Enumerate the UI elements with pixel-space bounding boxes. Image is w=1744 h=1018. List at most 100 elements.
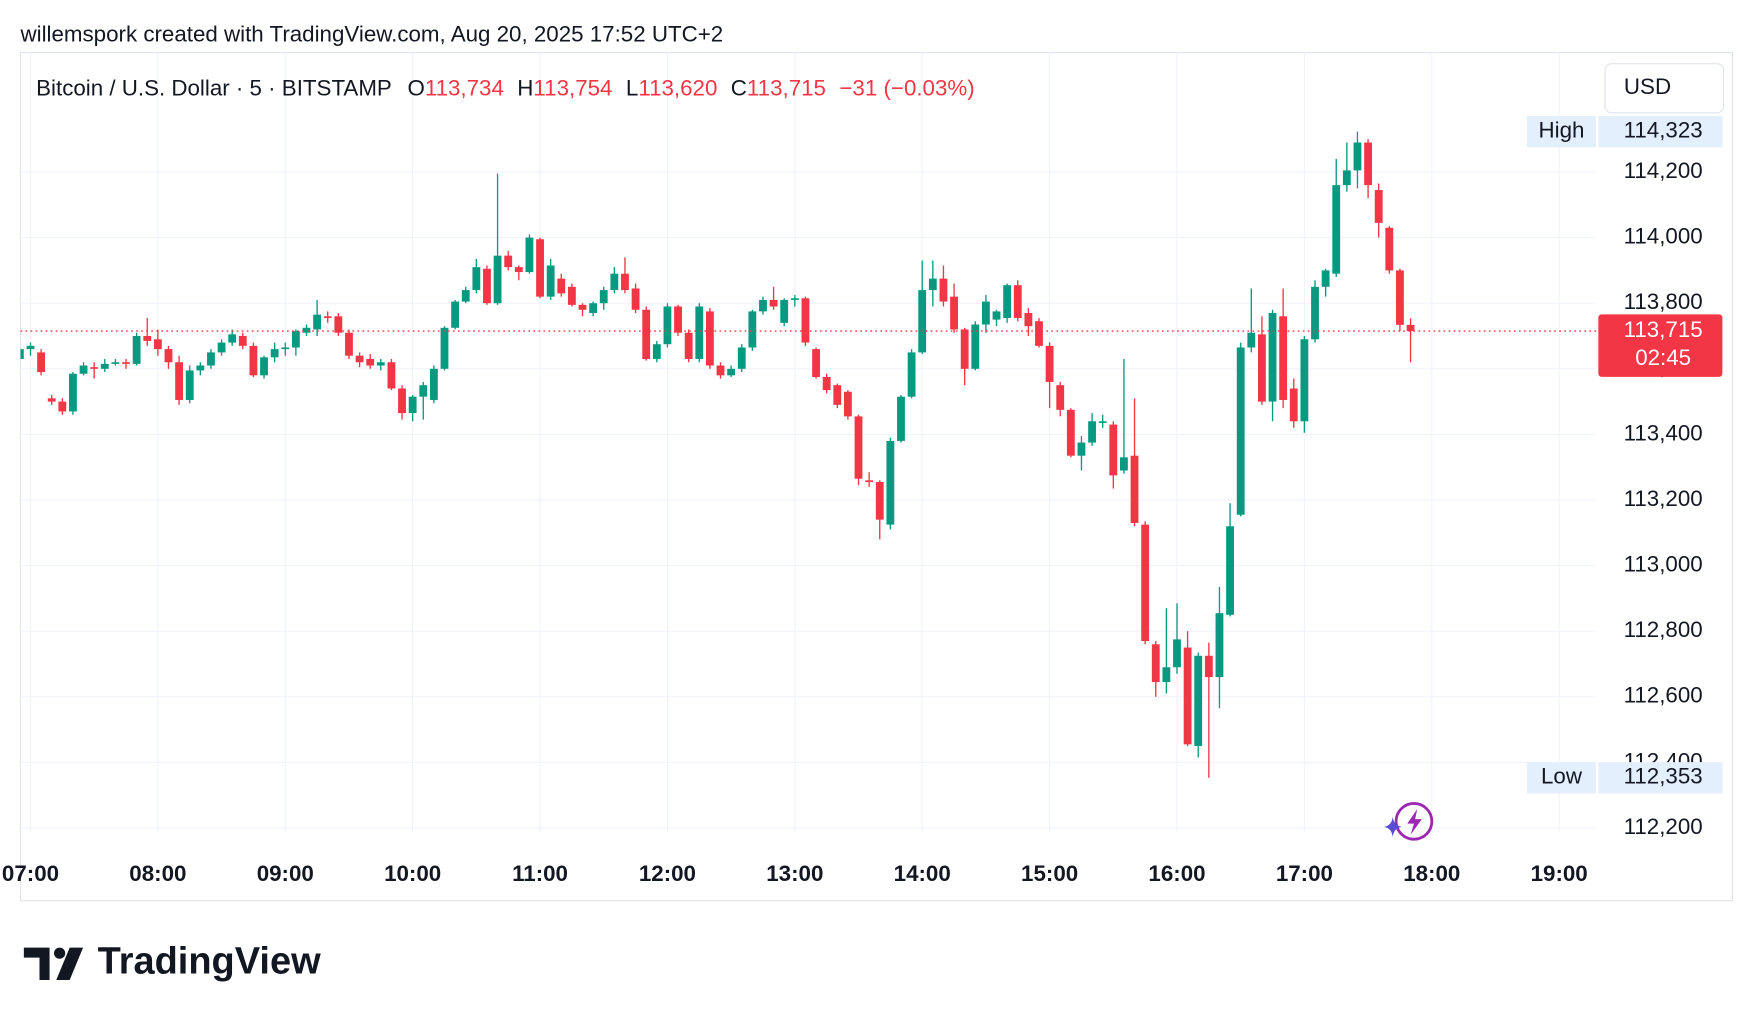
candle-body	[780, 299, 789, 323]
brand-logo	[23, 947, 84, 981]
x-tick-label: 13:00	[766, 861, 823, 886]
candle-body	[355, 355, 364, 363]
candle-body	[175, 362, 184, 400]
legend-value: 113,620	[638, 75, 717, 100]
x-tick-label: 18:00	[1403, 861, 1460, 886]
assistant-icon[interactable]	[1383, 802, 1434, 841]
candle-body	[1109, 424, 1118, 476]
candle-body	[164, 349, 173, 363]
candle-body	[812, 349, 820, 378]
currency-button[interactable]	[1604, 63, 1725, 114]
candle-body	[663, 306, 672, 345]
x-tick-label: 09:00	[257, 861, 314, 886]
candle-body	[652, 344, 661, 359]
y-tick-label: 113,000	[1624, 551, 1703, 576]
x-tick-label: 16:00	[1148, 861, 1205, 886]
candle-body	[249, 345, 258, 376]
candle-body	[960, 329, 969, 369]
candle-body	[1289, 388, 1298, 422]
candle-body	[1236, 347, 1245, 515]
candle-body	[705, 311, 714, 366]
legend-key: L	[626, 75, 638, 100]
candle-body	[281, 347, 290, 350]
candle-body	[833, 385, 842, 405]
candle-body	[323, 316, 332, 318]
candle-body	[992, 311, 1001, 320]
logo-slash	[56, 947, 84, 981]
candle-body	[1194, 655, 1203, 746]
candle-body	[567, 286, 576, 305]
candle-body	[822, 377, 831, 391]
candle-body	[1300, 339, 1309, 422]
candle-body	[1353, 142, 1362, 171]
candle-body	[727, 368, 736, 376]
x-tick-label: 17:00	[1276, 861, 1333, 886]
candle-body	[695, 306, 704, 359]
y-tick-label: 114,200	[1624, 158, 1703, 183]
candle-body	[1279, 316, 1288, 400]
candle-body	[419, 385, 428, 397]
candle-body	[1098, 421, 1107, 423]
candle-body	[875, 481, 884, 520]
candle-body	[26, 345, 35, 350]
candle-body	[790, 298, 799, 300]
overlay: 113,715 02:45 High 114,323 Low 112,353	[20, 116, 1723, 794]
legend-key: H	[517, 75, 533, 100]
logo-dot	[54, 947, 66, 959]
candle-body	[1045, 345, 1054, 382]
candle-body	[907, 352, 916, 397]
candle-body	[472, 267, 481, 291]
candle-body	[1204, 655, 1213, 678]
price-axis: 112,200112,400112,600112,800113,000113,2…	[1624, 158, 1703, 839]
icon-ring[interactable]	[1394, 802, 1434, 841]
x-tick-label: 15:00	[1021, 861, 1078, 886]
legend-value: 113,734	[425, 75, 504, 100]
candle-body	[1141, 524, 1150, 642]
x-tick-label: 10:00	[384, 861, 441, 886]
candle-body	[716, 365, 725, 376]
candle-body	[217, 342, 226, 353]
marker-label: High	[1539, 118, 1585, 143]
candle-body	[1183, 647, 1192, 745]
legend-value: 113,715	[747, 75, 826, 100]
brand-name: TradingView	[98, 940, 322, 982]
candle-body	[451, 301, 460, 328]
candle-body	[1088, 421, 1096, 443]
candle-body	[79, 365, 88, 374]
candle-body	[207, 352, 215, 366]
candle-body	[1311, 286, 1319, 340]
candle-body	[737, 347, 746, 369]
candle-body	[546, 265, 555, 297]
candle-body	[291, 331, 300, 348]
candle-body	[1321, 270, 1330, 287]
candle-body	[122, 362, 130, 364]
candle-body	[801, 298, 810, 343]
candle-body	[47, 398, 56, 402]
candle-body	[461, 290, 470, 302]
candle-body	[440, 327, 449, 369]
candle-body	[196, 365, 205, 371]
icon-sparkle[interactable]	[1383, 816, 1402, 837]
candle-body	[376, 362, 385, 366]
candle-body	[621, 273, 629, 291]
candle-body	[589, 303, 598, 314]
candle-body	[610, 273, 619, 291]
marker-value: 114,323	[1624, 118, 1703, 143]
marker-value: 112,353	[1624, 764, 1703, 789]
currency-label[interactable]: USD	[1624, 74, 1671, 99]
icon-bolt[interactable]	[1407, 809, 1422, 835]
candle-body	[260, 357, 268, 376]
legend-key: O	[407, 75, 424, 100]
candle-body	[1332, 185, 1341, 274]
candle-body	[1120, 457, 1128, 471]
marker-label-bg	[1526, 116, 1597, 148]
marker-label-bg	[1526, 762, 1597, 794]
candle-body	[1003, 285, 1012, 318]
candle-body	[939, 278, 948, 302]
candle-body	[313, 314, 322, 330]
candle-body	[1066, 409, 1075, 456]
candle-body	[302, 327, 311, 333]
candle-body	[525, 237, 534, 273]
x-tick-label: 12:00	[639, 861, 696, 886]
